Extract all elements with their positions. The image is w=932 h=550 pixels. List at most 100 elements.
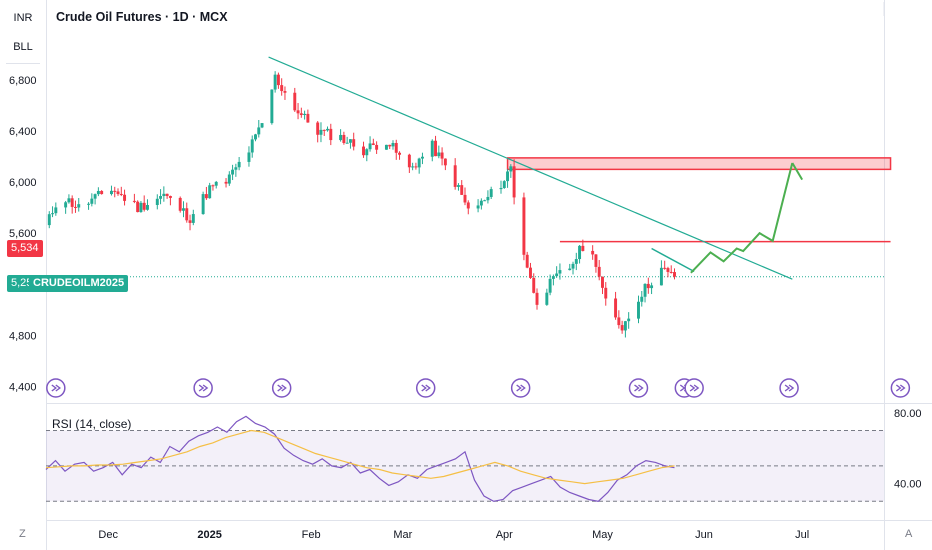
- candle-body: [155, 198, 159, 206]
- candle-body: [123, 194, 127, 201]
- rsi-line: [45, 415, 675, 502]
- candle-body: [594, 254, 598, 267]
- rsi-tick-label: 80.00: [894, 408, 922, 420]
- candle-body: [384, 144, 388, 150]
- time-tick-label: Apr: [496, 529, 513, 541]
- candle-body: [116, 191, 120, 194]
- candle-body: [417, 158, 421, 168]
- candle-body: [87, 203, 91, 205]
- candle-body: [159, 196, 163, 199]
- time-axis-divider: [46, 520, 932, 521]
- candle-body: [47, 214, 51, 226]
- downtrend-line: [268, 56, 793, 280]
- candle-body: [64, 202, 68, 208]
- candle-body: [466, 202, 470, 209]
- candle-body: [669, 271, 673, 273]
- resistance-zone: [506, 157, 892, 171]
- candle-body: [208, 185, 212, 199]
- candle-body: [100, 190, 104, 195]
- candle-body: [479, 200, 483, 206]
- candle-body: [532, 277, 536, 293]
- rsi-ma-line: [45, 429, 675, 485]
- candle-body: [581, 245, 585, 251]
- candle-body: [227, 174, 231, 184]
- candle-body: [96, 190, 100, 195]
- candle-body: [601, 276, 604, 288]
- candle-body: [375, 144, 379, 150]
- candle-body: [637, 301, 640, 319]
- chart-title: Crude Oil Futures · 1D · MCX: [56, 10, 228, 24]
- candle-body: [182, 208, 185, 211]
- price-tick-label: 5,600: [9, 228, 37, 240]
- event-icon-glyph: [51, 384, 61, 392]
- candle-body: [460, 185, 464, 195]
- candle-body: [345, 142, 349, 144]
- candle-body: [214, 181, 218, 186]
- candle-body: [398, 152, 402, 155]
- right-price-scale[interactable]: [884, 0, 932, 550]
- candle-body: [322, 129, 326, 131]
- candle-body: [201, 194, 205, 215]
- event-icon-glyph: [277, 384, 287, 392]
- candle-body: [440, 152, 444, 159]
- rsi-indicator-label[interactable]: RSI (14, close): [52, 417, 132, 431]
- candle-body: [90, 198, 94, 204]
- event-icon-glyph: [689, 384, 700, 392]
- candle-body: [591, 250, 595, 255]
- candle-body: [453, 165, 457, 187]
- candle-body: [574, 259, 578, 264]
- time-tick-label: Jul: [795, 529, 809, 541]
- time-tick-label: Feb: [302, 529, 321, 541]
- candle-body: [489, 189, 493, 197]
- candle-body: [483, 200, 487, 202]
- candle-body: [139, 202, 143, 213]
- candle-body: [597, 266, 601, 277]
- candle-body: [270, 89, 274, 124]
- candle-body: [627, 318, 631, 322]
- candle-body: [456, 185, 460, 187]
- candle-body: [528, 267, 532, 278]
- candle-body: [430, 140, 434, 157]
- unit-label[interactable]: BLL: [13, 41, 33, 53]
- candle-body: [136, 201, 140, 213]
- candle-body: [646, 283, 650, 289]
- event-icon-glyph: [784, 384, 795, 392]
- candle-body: [640, 296, 644, 302]
- candle-body: [109, 190, 113, 195]
- candle-body: [522, 197, 526, 255]
- candle-body: [659, 267, 663, 286]
- candle-body: [93, 194, 97, 199]
- candle-body: [362, 146, 365, 156]
- candle-body: [326, 128, 329, 131]
- candle-body: [512, 166, 516, 198]
- price-tick-label: 4,400: [9, 381, 37, 393]
- price-tick-label: 6,800: [9, 75, 37, 87]
- time-tick-label: Dec: [98, 529, 118, 541]
- candle-body: [319, 129, 323, 135]
- candle-body: [463, 194, 467, 203]
- candle-body: [142, 202, 146, 210]
- event-icon-glyph: [198, 384, 209, 392]
- candle-body: [185, 208, 189, 221]
- candle-body: [113, 190, 117, 192]
- time-tick-label: May: [592, 529, 613, 541]
- candle-body: [146, 205, 149, 210]
- candle-body: [280, 85, 284, 92]
- candle-body: [316, 122, 320, 135]
- sidebar-divider: [6, 63, 40, 64]
- pane-divider[interactable]: [46, 403, 932, 404]
- level-price-tag: 5,534: [7, 240, 43, 257]
- candle-body: [273, 74, 277, 90]
- timezone-button[interactable]: Z: [19, 528, 26, 540]
- candle-body: [352, 139, 356, 147]
- candle-body: [231, 169, 235, 175]
- candle-body: [276, 74, 280, 86]
- short-trend-line: [651, 247, 695, 273]
- candle-body: [260, 123, 264, 128]
- candle-body: [54, 207, 58, 214]
- candle-body: [407, 154, 411, 168]
- candle-body: [132, 200, 136, 202]
- currency-label[interactable]: INR: [13, 12, 33, 24]
- auto-scale-button[interactable]: A: [905, 528, 913, 540]
